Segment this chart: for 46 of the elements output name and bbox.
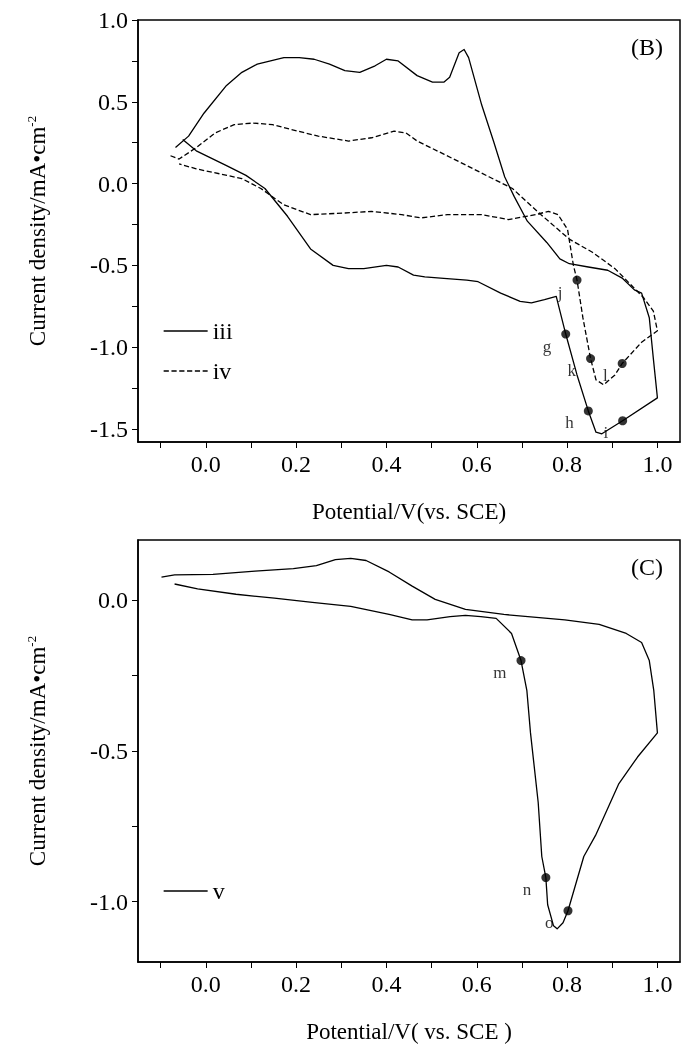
- legend-label: v: [212, 878, 225, 904]
- point: [516, 656, 526, 666]
- x-tick-label: 0.0: [190, 971, 221, 997]
- x-tick-label: 0.0: [190, 451, 221, 477]
- y-tick-label: -0.5: [90, 738, 128, 764]
- y-tick-label: -0.5: [90, 252, 128, 279]
- y-axis-title: Current density/mA•cm-2: [24, 115, 50, 347]
- y-axis-title: Current density/mA•cm-2: [24, 635, 50, 867]
- x-tick-label: 0.8: [552, 971, 583, 997]
- x-tick-label: 0.4: [371, 451, 402, 477]
- x-tick-label: 0.6: [461, 451, 492, 477]
- x-tick-label: 1.0: [642, 451, 673, 477]
- y-tick-label: -1.0: [90, 888, 128, 915]
- point: [541, 873, 551, 883]
- point: [586, 354, 596, 364]
- annotation: m: [493, 663, 507, 683]
- point: [561, 329, 571, 339]
- annotation: n: [522, 880, 532, 900]
- point: [618, 416, 628, 426]
- x-axis-title: Potential/V( vs. SCE ): [306, 1019, 512, 1044]
- legend-label: iii: [212, 318, 233, 344]
- x-tick-label: 0.4: [371, 971, 402, 997]
- y-tick-label: -1.0: [90, 334, 128, 361]
- x-tick-label: 1.0: [642, 971, 673, 997]
- point: [563, 906, 573, 916]
- annotation: o: [544, 913, 554, 933]
- annotation: g: [542, 336, 552, 356]
- x-tick-label: 0.8: [552, 451, 583, 477]
- text: (C): [631, 554, 664, 580]
- x-axis-title: Potential/V(vs. SCE): [311, 499, 507, 524]
- y-tick-label: -1.5: [90, 415, 128, 442]
- point: [583, 406, 593, 416]
- text: (B): [631, 34, 664, 60]
- legend-label: iv: [212, 358, 232, 384]
- y-tick-label: 0.5: [98, 88, 128, 115]
- point: [617, 358, 627, 368]
- x-tick-label: 0.2: [281, 451, 312, 477]
- y-tick-label: 0.0: [98, 587, 128, 614]
- y-tick-label: 0.0: [98, 170, 128, 197]
- annotation: l: [602, 365, 608, 385]
- annotation: h: [565, 413, 575, 433]
- annotation: k: [567, 361, 577, 381]
- y-tick-label: 1.0: [98, 7, 128, 33]
- point: [572, 275, 582, 285]
- x-tick-label: 0.6: [461, 971, 492, 997]
- x-tick-label: 0.2: [281, 971, 312, 997]
